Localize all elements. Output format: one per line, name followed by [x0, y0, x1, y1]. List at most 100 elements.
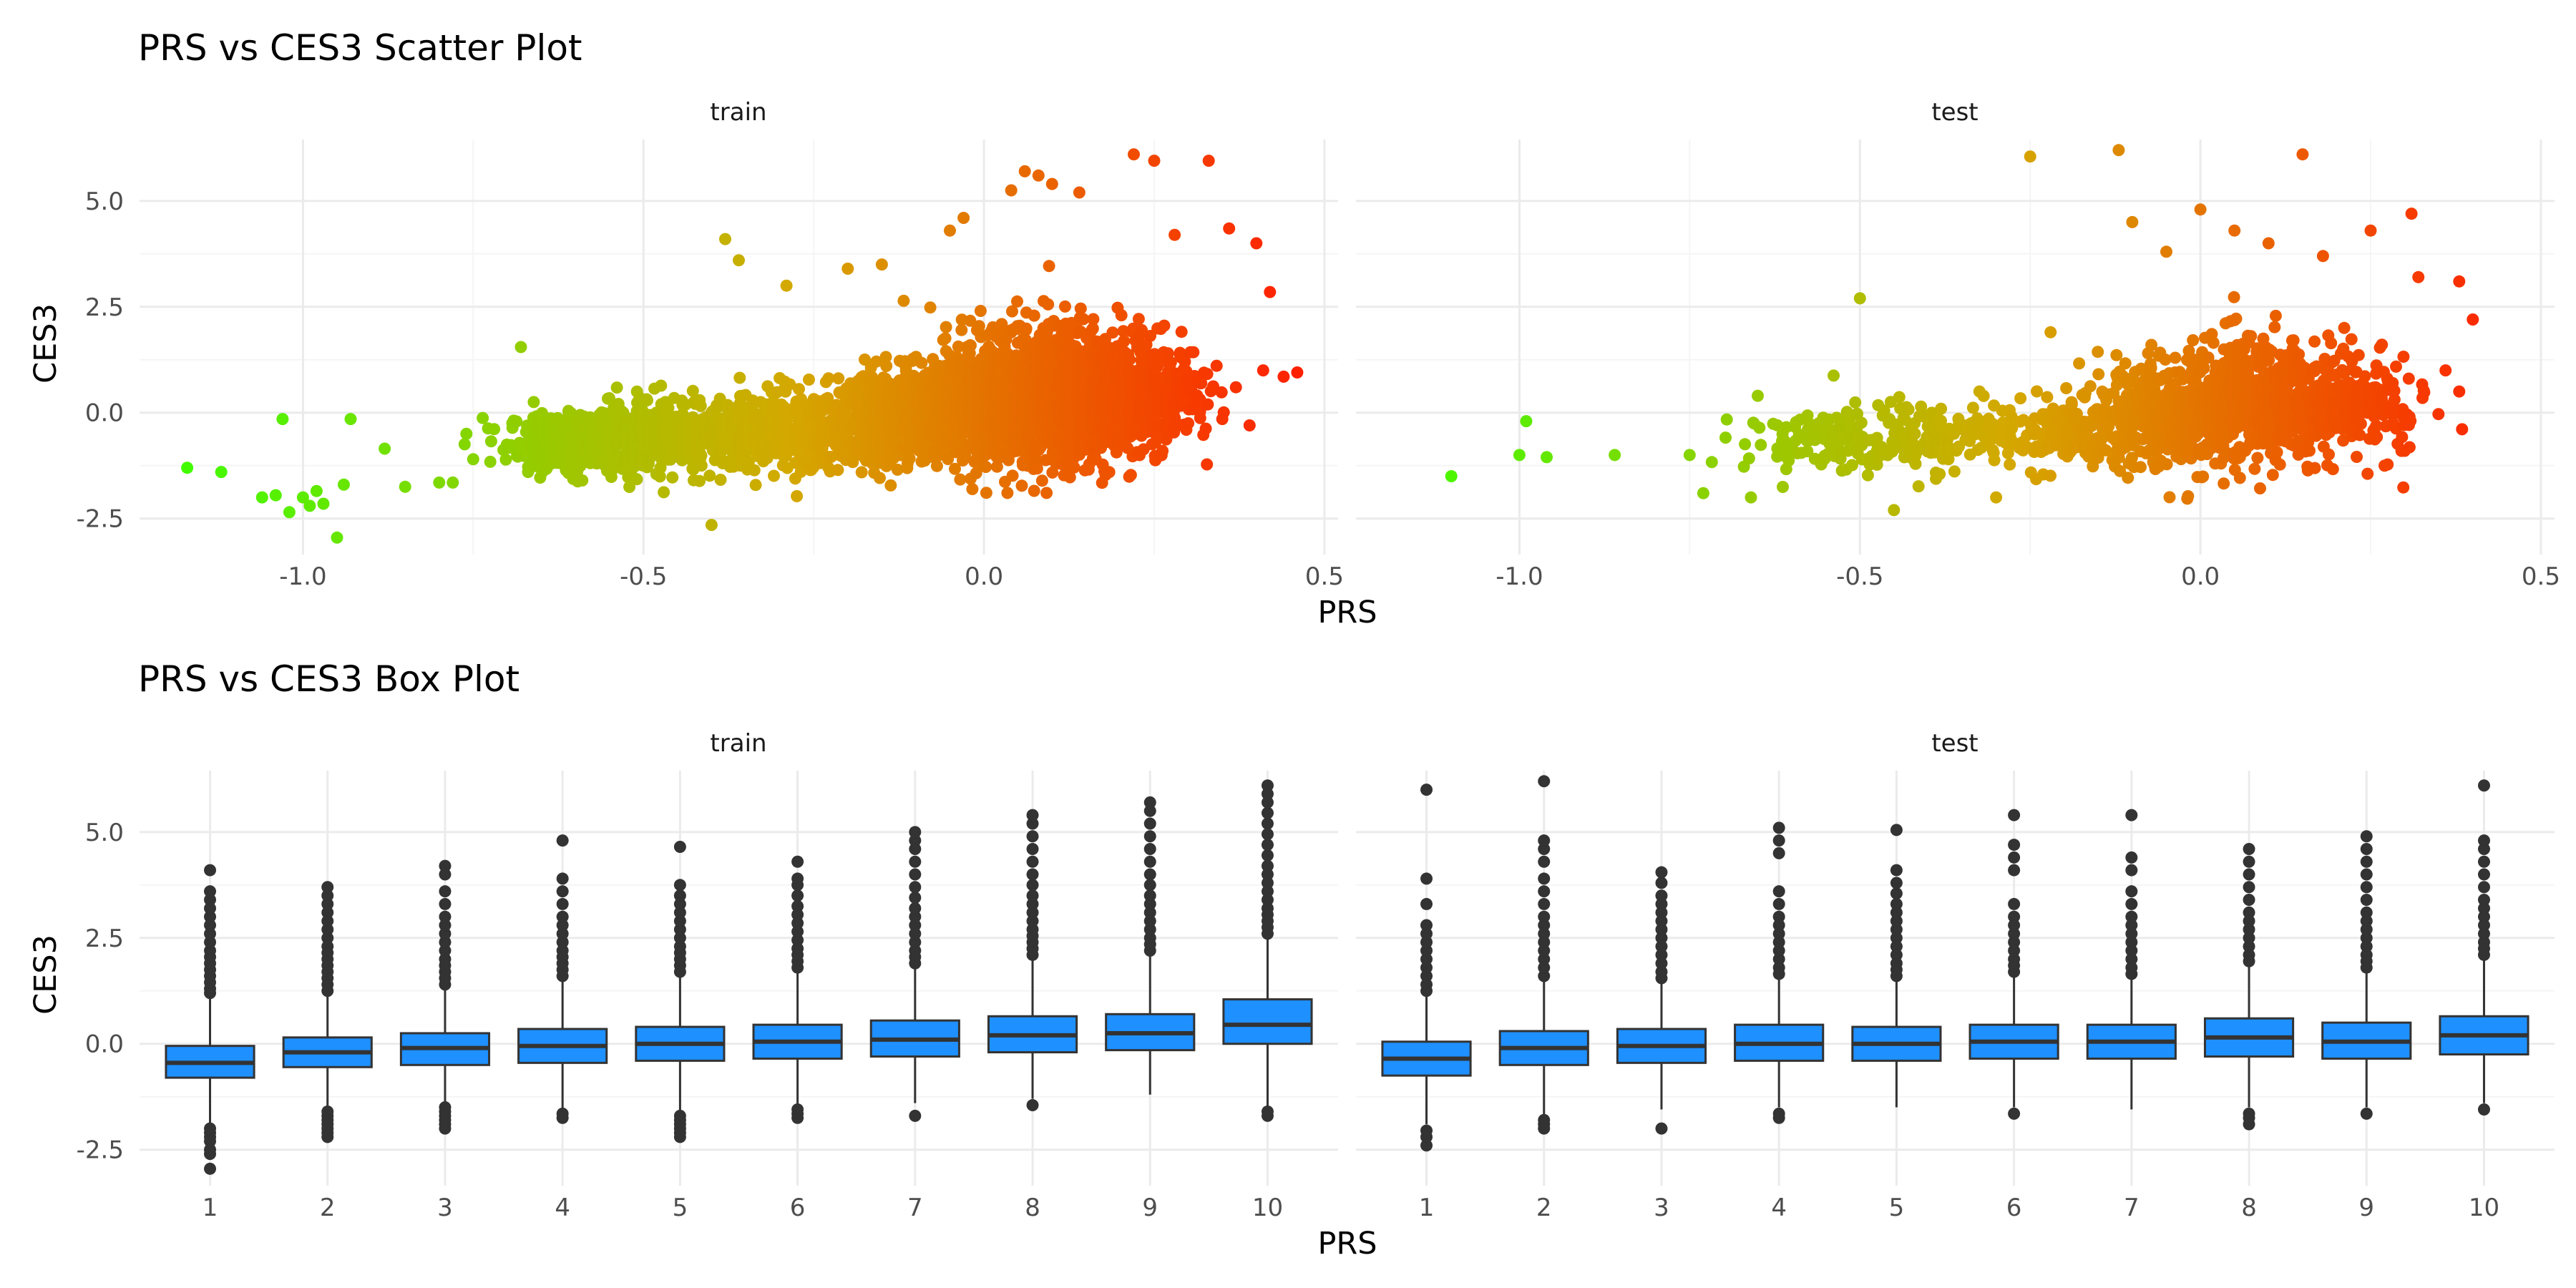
scatter-point: [215, 466, 228, 479]
scatter-point: [1609, 449, 1621, 462]
scatter-point: [1739, 438, 1752, 451]
scatter-point: [1032, 169, 1045, 182]
scatter-point: [1179, 356, 1191, 368]
scatter-point: [1705, 456, 1718, 469]
scatter-point: [875, 258, 888, 271]
scatter-point: [897, 294, 910, 307]
scatter-point: [2044, 469, 2057, 482]
scatter-point: [1124, 469, 1137, 482]
scatter-point: [484, 435, 497, 448]
scatter-point: [2099, 444, 2112, 457]
scatter-point: [603, 392, 615, 404]
scatter-point: [1935, 402, 1948, 415]
scatter-point: [514, 341, 527, 353]
scatter-point: [2233, 472, 2246, 484]
scatter-point: [2084, 380, 2097, 393]
scatter-point: [2228, 291, 2240, 303]
scatter-point: [458, 438, 471, 451]
scatter-point: [1110, 446, 1123, 459]
scatter-point: [623, 481, 636, 493]
scatter-point: [1753, 421, 1766, 434]
scatter-point: [666, 471, 679, 484]
scatter-point: [2122, 472, 2135, 484]
scatter-title: PRS vs CES3 Scatter Plot: [138, 27, 582, 69]
scatter-point: [784, 378, 796, 391]
scatter-point: [641, 394, 653, 406]
scatter-point: [714, 474, 727, 486]
scatter-point: [1908, 427, 1921, 440]
scatter-point: [1144, 330, 1156, 342]
scatter-point: [686, 384, 699, 397]
scatter-facet-test-label: test: [1931, 98, 1978, 127]
scatter-point: [1243, 419, 1256, 431]
scatter-point: [399, 480, 411, 493]
scatter-point: [1158, 319, 1171, 332]
scatter-point: [1745, 491, 1757, 504]
scatter-point: [880, 360, 893, 372]
scatter-point: [1742, 452, 1755, 465]
scatter-point: [2006, 421, 2019, 434]
scatter-point: [821, 391, 834, 404]
scatter-point: [972, 320, 985, 333]
scatter-point: [1040, 487, 1053, 499]
scatter-point: [1888, 504, 1901, 517]
scatter-point: [1720, 413, 1733, 426]
scatter-point: [1777, 481, 1789, 493]
scatter-point: [1217, 406, 1230, 419]
scatter-point: [1445, 470, 1458, 482]
scatter-point: [499, 453, 512, 466]
scatter-point: [1697, 487, 1709, 499]
scatter-point: [2024, 150, 2036, 163]
scatter-point: [467, 453, 479, 466]
scatter-point: [780, 279, 793, 292]
scatter-point: [949, 462, 961, 475]
scatter-point: [964, 314, 977, 327]
scatter-point: [1043, 260, 1055, 273]
scatter-point: [2125, 452, 2138, 464]
scatter-point: [488, 423, 501, 436]
scatter-point: [1909, 457, 1922, 470]
scatter-point: [1948, 465, 1961, 478]
scatter-point: [1264, 286, 1277, 298]
scatter-point: [2197, 362, 2210, 375]
scatter-point: [939, 332, 952, 345]
scatter-point: [1169, 228, 1181, 241]
scatter-point: [2182, 344, 2195, 357]
scatter-panel-test: -1.0 -0.5 0.0 0.5: [1356, 140, 2560, 591]
scatter-point: [2269, 309, 2282, 322]
scatter-point: [477, 411, 489, 424]
x-tick-label: -1.0: [279, 562, 326, 591]
scatter-point: [576, 474, 589, 487]
scatter-point: [2270, 446, 2283, 459]
scatter-point: [903, 452, 916, 465]
scatter-point: [1195, 377, 1208, 389]
scatter-point: [884, 479, 897, 492]
y-tick-label: 2.5: [85, 293, 124, 322]
scatter-point: [1161, 347, 1174, 360]
scatter-point: [317, 497, 330, 510]
scatter-point: [1006, 469, 1019, 482]
scatter-point: [703, 469, 716, 482]
scatter-point: [2202, 351, 2215, 364]
scatter-point: [2207, 336, 2220, 349]
scatter-point: [695, 459, 708, 472]
scatter-point: [980, 461, 992, 473]
scatter-point: [1719, 431, 1732, 444]
y-tick-label: -2.5: [77, 505, 124, 534]
scatter-point: [1966, 401, 1979, 414]
scatter-point: [768, 469, 780, 482]
scatter-point: [1010, 349, 1023, 362]
scatter-point: [655, 379, 668, 392]
scatter-point: [930, 459, 943, 472]
scatter-point: [460, 427, 473, 440]
scatter-point: [653, 470, 666, 483]
scatter-point: [2160, 458, 2173, 471]
scatter-point: [1845, 459, 1858, 472]
scatter-point: [874, 472, 886, 484]
scatter-point: [2145, 338, 2158, 351]
scatter-point: [1849, 396, 1862, 409]
scatter-point: [1028, 309, 1040, 322]
scatter-point: [1990, 491, 2003, 504]
scatter-point: [955, 323, 968, 336]
